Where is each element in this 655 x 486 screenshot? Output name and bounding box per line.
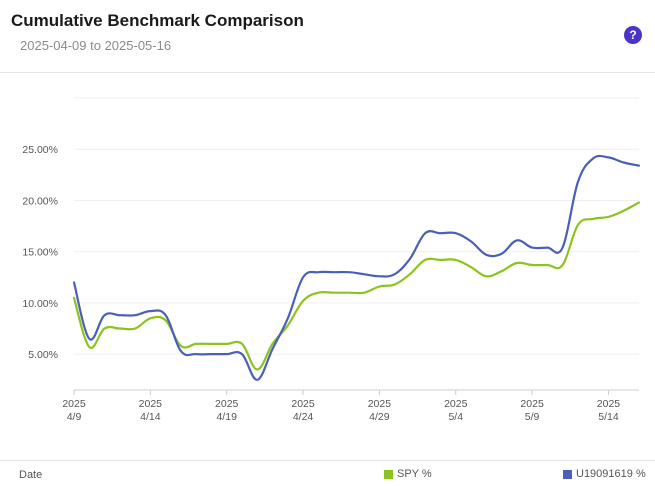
x-tick-label: 4/19 bbox=[216, 411, 237, 423]
line-chart: 5.00%10.00%15.00%20.00%25.00% 20254/9202… bbox=[22, 97, 641, 423]
x-tick-label: 4/14 bbox=[140, 411, 161, 423]
y-tick-label: 15.00% bbox=[22, 247, 58, 259]
x-axis-name: Date bbox=[19, 469, 43, 481]
x-tick-year: 2025 bbox=[139, 398, 163, 410]
legend-label-spy: SPY % bbox=[397, 468, 432, 480]
y-tick-label: 5.00% bbox=[28, 349, 58, 361]
chart-footer: Date SPY % U19091619 % bbox=[0, 460, 655, 486]
grid-lines bbox=[74, 97, 639, 391]
legend-item-account[interactable]: U19091619 % bbox=[563, 468, 646, 480]
x-tick-label: 4/29 bbox=[369, 411, 390, 423]
y-tick-label: 20.00% bbox=[22, 195, 58, 207]
x-tick-label: 4/24 bbox=[293, 411, 314, 423]
x-tick-year: 2025 bbox=[368, 398, 392, 410]
series-line-spy[interactable] bbox=[72, 201, 641, 371]
legend-item-spy[interactable]: SPY % bbox=[384, 468, 432, 480]
chart-header: Cumulative Benchmark Comparison 2025-04-… bbox=[0, 0, 655, 73]
legend-label-account: U19091619 % bbox=[576, 468, 646, 480]
y-tick-label: 10.00% bbox=[22, 298, 58, 310]
series-line-account[interactable] bbox=[72, 154, 641, 381]
x-tick-label: 5/4 bbox=[448, 411, 463, 423]
date-range: 2025-04-09 to 2025-05-16 bbox=[20, 38, 172, 53]
x-tick-year: 2025 bbox=[444, 398, 468, 410]
x-tick-year: 2025 bbox=[597, 398, 621, 410]
x-tick-year: 2025 bbox=[520, 398, 544, 410]
x-tick-year: 2025 bbox=[215, 398, 239, 410]
x-tick-label: 5/9 bbox=[525, 411, 540, 423]
x-axis-ticks: 20254/920254/1420254/1920254/2420254/292… bbox=[62, 390, 620, 423]
help-icon[interactable]: ? bbox=[624, 26, 642, 44]
x-tick-label: 4/9 bbox=[67, 411, 82, 423]
y-tick-label: 25.00% bbox=[22, 144, 58, 156]
chart-title: Cumulative Benchmark Comparison bbox=[11, 11, 304, 30]
x-tick-year: 2025 bbox=[62, 398, 86, 410]
legend-swatch-spy bbox=[384, 469, 393, 479]
legend-swatch-account bbox=[563, 469, 572, 479]
x-tick-year: 2025 bbox=[291, 398, 315, 410]
y-axis-ticks: 5.00% 10.00% 15.00% 20.00% 25.00% bbox=[22, 144, 58, 361]
series-lines bbox=[72, 154, 641, 381]
x-tick-label: 5/14 bbox=[598, 411, 619, 423]
